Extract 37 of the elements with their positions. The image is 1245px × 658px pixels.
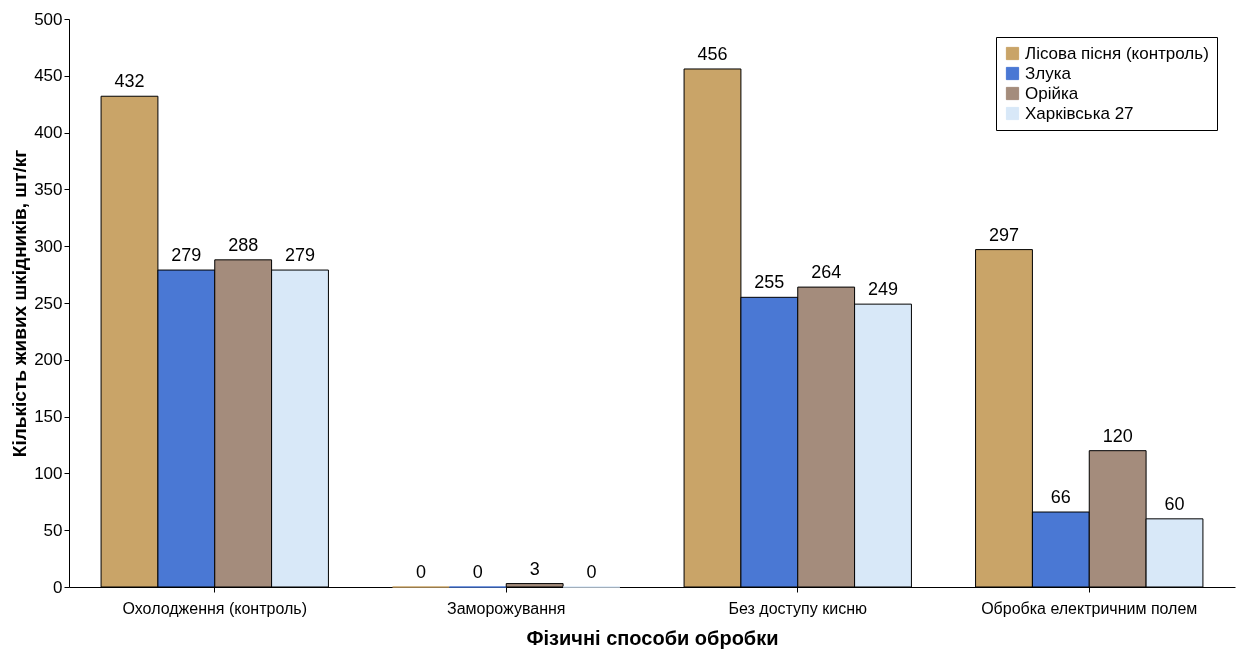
x-tick-label: Охолодження (контроль): [122, 599, 307, 617]
data-label: 279: [171, 245, 202, 266]
data-label: 60: [1164, 493, 1185, 514]
data-label: 297: [988, 224, 1020, 245]
legend-label: Злука: [1025, 63, 1072, 83]
data-label: 456: [697, 43, 728, 64]
y-tick-label: 300: [34, 236, 63, 256]
y-tick-label: 0: [53, 577, 63, 597]
data-label: 279: [284, 245, 316, 266]
y-tick-label: 150: [34, 407, 63, 427]
data-label: 432: [114, 71, 145, 92]
x-axis-title: Фізичні способи обробки: [526, 626, 779, 649]
data-label: 66: [1050, 487, 1071, 508]
legend-label: Орійка: [1025, 83, 1079, 103]
y-tick-label: 450: [34, 66, 63, 86]
data-label: 264: [811, 262, 842, 283]
y-tick-label: 350: [34, 179, 63, 199]
x-tick-label: Без доступу кисню: [728, 599, 867, 617]
data-label: 120: [1102, 425, 1133, 446]
data-label: 255: [754, 272, 785, 293]
data-label: 3: [529, 558, 540, 579]
data-label: 249: [867, 279, 899, 300]
y-tick-label: 400: [34, 123, 63, 143]
y-tick-label: 500: [34, 9, 63, 29]
y-tick-label: 250: [34, 293, 63, 313]
y-tick-label: 100: [34, 463, 63, 483]
y-axis-title: Кількість живих шкідників, шт/кг: [9, 149, 31, 458]
data-label: 0: [586, 562, 597, 582]
data-label: 288: [228, 234, 259, 255]
x-tick-label: Заморожування: [446, 599, 566, 617]
y-tick-label: 200: [34, 350, 63, 370]
data-label: 0: [472, 562, 483, 582]
x-tick-label: Обробка електричним полем: [981, 599, 1198, 617]
data-label: 0: [415, 562, 426, 582]
legend-label: Харківська 27: [1025, 103, 1134, 123]
legend-label: Лісова пісня (контроль): [1025, 43, 1209, 63]
y-tick-label: 50: [43, 520, 63, 540]
